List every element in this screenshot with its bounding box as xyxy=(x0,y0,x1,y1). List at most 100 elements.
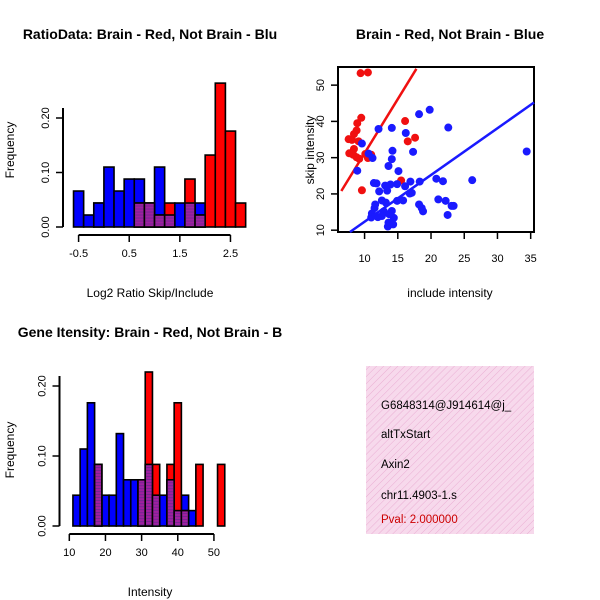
x-tick-label: 10 xyxy=(358,253,370,265)
bar-not-brain xyxy=(72,494,81,527)
info-line-probe-id: G6848314@J914614@j_ xyxy=(381,400,512,412)
ratio-histogram-title: RatioData: Brain - Red, Not Brain - Blu xyxy=(23,26,277,42)
scatter-point-not-brain xyxy=(401,182,410,191)
bar-not-brain xyxy=(72,190,85,228)
x-tick-label: 20 xyxy=(99,547,111,559)
scatter-point-not-brain xyxy=(447,201,456,210)
bar-not-brain xyxy=(82,214,95,228)
bar-not-brain xyxy=(115,432,125,527)
scatter-point-not-brain xyxy=(393,180,402,189)
scatter-point-not-brain xyxy=(375,187,384,196)
bar-not-brain xyxy=(92,202,105,228)
y-tick-label: 0.20 xyxy=(37,375,49,396)
x-tick-label: 30 xyxy=(135,547,147,559)
scatter-point-brain xyxy=(356,69,365,78)
intensity-histogram-xlabel: Intensity xyxy=(128,585,173,599)
scatter-point-not-brain xyxy=(425,105,434,114)
x-tick-label: 50 xyxy=(208,547,220,559)
scatter-plot-box xyxy=(337,66,535,233)
bar-brain xyxy=(216,463,226,527)
scatter-point-brain xyxy=(403,137,412,146)
info-line-pval: Pval: 2.000000 xyxy=(381,514,458,526)
bar-not-brain xyxy=(108,494,118,527)
scatter-axes: 10 15 20 25 30 35 10 20 30 40 50 xyxy=(315,79,537,265)
scatter-point-not-brain xyxy=(353,166,362,175)
ratio-histogram-xlabel: Log2 Ratio Skip/Include xyxy=(87,286,214,300)
scatter-point-not-brain xyxy=(383,186,392,195)
bar-not-brain xyxy=(113,190,125,228)
scatter-point-not-brain xyxy=(368,154,377,163)
bar-not-brain xyxy=(187,509,197,527)
scatter-point-not-brain xyxy=(384,162,393,170)
x-tick-label: -0.5 xyxy=(69,248,88,260)
x-tick-label: 10 xyxy=(63,547,75,559)
scatter-point-brain xyxy=(353,119,362,128)
intensity-histogram-axes: 0.00 0.10 0.20 10 20 30 40 50 xyxy=(37,375,221,559)
fit-line-not-brain xyxy=(349,101,535,234)
ratio-histogram-ylabel: Frequency xyxy=(3,122,17,179)
bar-not-brain xyxy=(101,494,110,527)
scatter-point-not-brain xyxy=(415,110,424,119)
x-tick-label: 40 xyxy=(172,547,184,559)
bar-not-brain xyxy=(79,448,89,527)
intensity-histogram-ylabel: Frequency xyxy=(3,422,17,479)
scatter-point-brain xyxy=(344,135,353,144)
ratio-histogram-axes: 0.00 0.10 0.20 -0.5 0.5 1.5 2.5 xyxy=(40,107,238,260)
bar-not-brain xyxy=(86,401,96,527)
bar-overlap xyxy=(180,509,190,527)
scatter-point-brain xyxy=(411,133,420,142)
scatter-point-not-brain xyxy=(387,155,396,164)
scatter-point-brain xyxy=(357,186,366,195)
scatter-point-not-brain xyxy=(386,180,395,189)
bar-brain xyxy=(173,401,183,527)
scatter-point-not-brain xyxy=(388,146,397,155)
scatter-point-not-brain xyxy=(385,210,394,219)
info-line-gene: Axin2 xyxy=(381,459,410,471)
intensity-histogram-panel: Gene Itensity: Brain - Red, Not Brain - … xyxy=(3,324,282,599)
scatter-point-not-brain xyxy=(399,196,408,205)
scatter-point-not-brain xyxy=(438,177,447,186)
bar-overlap xyxy=(173,509,183,527)
bar-overlap xyxy=(151,494,161,527)
bar-brain xyxy=(204,154,217,228)
scatter-title: Brain - Red, Not Brain - Blue xyxy=(356,26,544,42)
info-line-locus: chr11.4903-1.s xyxy=(381,490,457,502)
scatter-point-not-brain xyxy=(377,212,386,221)
x-tick-label: 35 xyxy=(525,253,537,265)
scatter-point-not-brain xyxy=(434,195,443,204)
scatter-point-not-brain xyxy=(444,123,453,132)
x-tick-label: 0.5 xyxy=(122,248,137,260)
scatter-point-not-brain xyxy=(419,207,428,216)
intensity-histogram-bars xyxy=(72,371,226,527)
bar-not-brain xyxy=(103,166,115,228)
scatter-point-not-brain xyxy=(357,139,366,148)
y-tick-label: 0.10 xyxy=(37,445,49,466)
scatter-point-not-brain xyxy=(432,174,441,183)
bar-brain xyxy=(224,130,237,228)
bar-not-brain xyxy=(158,494,168,527)
scatter-xlabel: include intensity xyxy=(407,286,492,300)
info-box-background xyxy=(366,366,534,534)
bar-not-brain xyxy=(173,202,186,228)
x-tick-label: 2.5 xyxy=(223,248,238,260)
y-tick-label: 40 xyxy=(315,115,327,127)
scatter-point-brain xyxy=(401,117,410,126)
bar-not-brain xyxy=(122,478,132,527)
scatter-point-brain xyxy=(363,68,372,77)
scatter-point-not-brain xyxy=(394,167,403,176)
bar-brain xyxy=(234,202,247,228)
bar-overlap xyxy=(166,478,175,527)
scatter-point-not-brain xyxy=(374,125,383,134)
x-tick-label: 30 xyxy=(491,253,503,265)
scatter-point-not-brain xyxy=(409,147,418,156)
x-tick-label: 20 xyxy=(425,253,437,265)
scatter-ylabel: skip intensity xyxy=(303,116,317,185)
info-line-event-type: altTxStart xyxy=(381,429,431,441)
scatter-point-not-brain xyxy=(441,196,450,205)
bar-not-brain xyxy=(129,478,139,527)
bar-not-brain xyxy=(123,178,136,228)
scatter-point-not-brain xyxy=(387,123,396,132)
intensity-histogram-title: Gene Itensity: Brain - Red, Not Brain - … xyxy=(18,324,282,340)
scatter-point-not-brain xyxy=(383,222,392,231)
